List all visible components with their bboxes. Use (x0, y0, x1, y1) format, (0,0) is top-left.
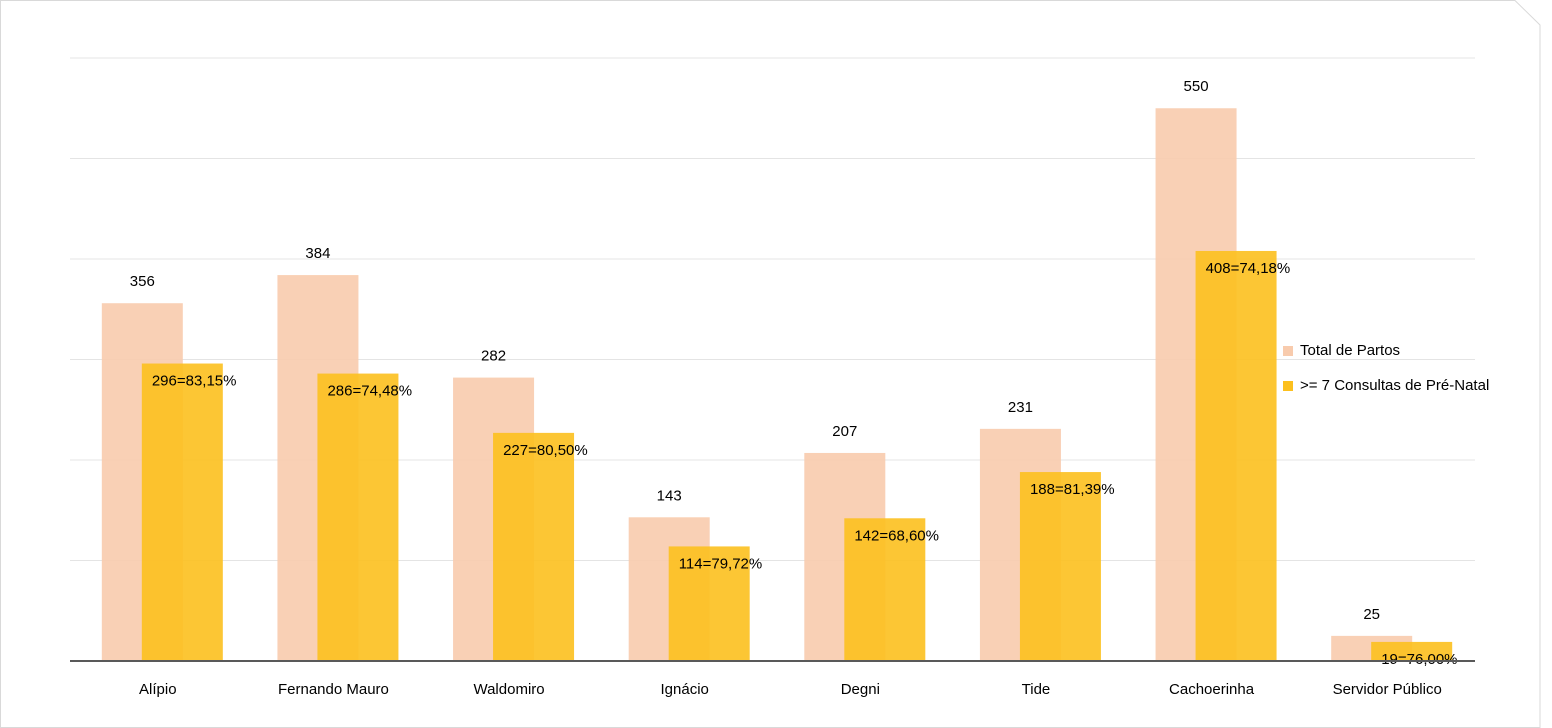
x-tick-label: Servidor Público (1333, 681, 1442, 698)
data-label: 207 (832, 423, 857, 440)
data-label: 231 (1008, 399, 1033, 416)
legend-swatch (1283, 381, 1293, 391)
data-label: 286=74,48% (327, 383, 412, 400)
data-label: 550 (1184, 78, 1209, 95)
data-label: 19=76,00% (1381, 651, 1457, 668)
x-tick-label: Fernando Mauro (278, 681, 389, 698)
data-label: 296=83,15% (152, 372, 237, 389)
data-label: 188=81,39% (1030, 481, 1115, 498)
x-tick-label: Waldomiro (473, 681, 544, 698)
data-label: 142=68,60% (854, 527, 939, 544)
x-tick-label: Cachoerinha (1169, 681, 1255, 698)
data-label: 25 (1363, 606, 1380, 623)
bar (1371, 641, 1453, 661)
bar (1019, 472, 1101, 661)
data-label: 384 (305, 245, 330, 262)
bar (668, 546, 750, 661)
data-label: 408=74,18% (1206, 260, 1291, 277)
data-label: 143 (657, 487, 682, 504)
data-label: 114=79,72% (679, 555, 763, 572)
x-tick-label: Ignácio (661, 681, 709, 698)
data-label: 356 (130, 273, 155, 290)
x-tick-label: Degni (841, 681, 880, 698)
data-label: 227=80,50% (503, 442, 588, 459)
legend-label: Total de Partos (1300, 342, 1400, 359)
bar (141, 363, 223, 661)
bar (844, 518, 926, 661)
x-tick-label: Alípio (139, 681, 177, 698)
bar (1195, 250, 1277, 661)
x-tick-label: Tide (1022, 681, 1051, 698)
data-label: 282 (481, 348, 506, 365)
legend-label: >= 7 Consultas de Pré-Natal (1300, 377, 1489, 394)
bar (317, 373, 399, 661)
legend-swatch (1283, 346, 1293, 356)
bar (493, 432, 575, 661)
